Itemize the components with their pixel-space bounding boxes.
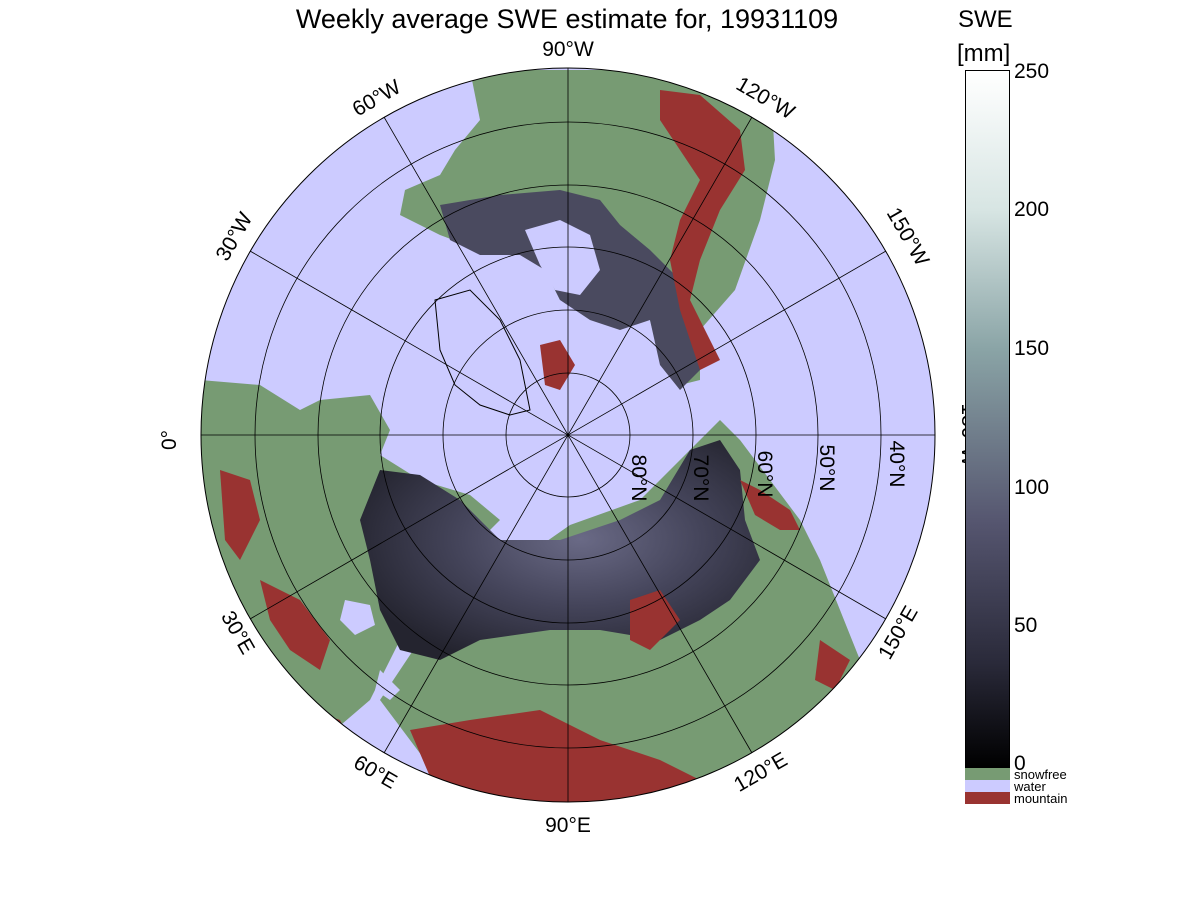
- legend-water-swatch: [965, 780, 1010, 792]
- colorbar-tick-50: 50: [1014, 614, 1038, 637]
- water-hudson-bay: [525, 220, 600, 295]
- label-80N: 80°N: [627, 455, 650, 502]
- label-70N: 70°N: [689, 455, 712, 502]
- label-90W: 90°W: [542, 38, 594, 61]
- label-90E: 90°E: [545, 814, 591, 837]
- water-baltic-caspian: [340, 600, 400, 700]
- graticule: [200, 67, 936, 803]
- legend-mountain-swatch: [965, 792, 1010, 804]
- land-greenland-outline: [434, 289, 531, 416]
- map-title: Weekly average SWE estimate for, 1993110…: [295, 4, 839, 34]
- label-0: 0°: [158, 430, 181, 450]
- label-40N: 40°N: [885, 441, 908, 488]
- legend-snowfree-swatch: [965, 768, 1010, 780]
- colorbar-tick-250: 250: [1014, 60, 1050, 83]
- colorbar-tick-200: 200: [1014, 198, 1050, 221]
- meridian-150: [249, 250, 887, 620]
- colorbar-title: SWE: [958, 6, 1013, 33]
- colorbar-tick-100: 100: [1014, 476, 1050, 499]
- colorbar: [965, 70, 1010, 768]
- legend-snowfree-label: snowfree: [1014, 767, 1067, 782]
- colorbar-tick-150: 150: [1014, 337, 1050, 360]
- legend-mountain-label: mountain: [1014, 791, 1068, 806]
- colorbar-tick-0: 0: [1014, 752, 1026, 775]
- legend-water-label: water: [1014, 779, 1046, 794]
- label-50N: 50°N: [815, 445, 838, 492]
- colorbar-units: [mm]: [957, 40, 1011, 67]
- label-60N: 60°N: [753, 451, 776, 498]
